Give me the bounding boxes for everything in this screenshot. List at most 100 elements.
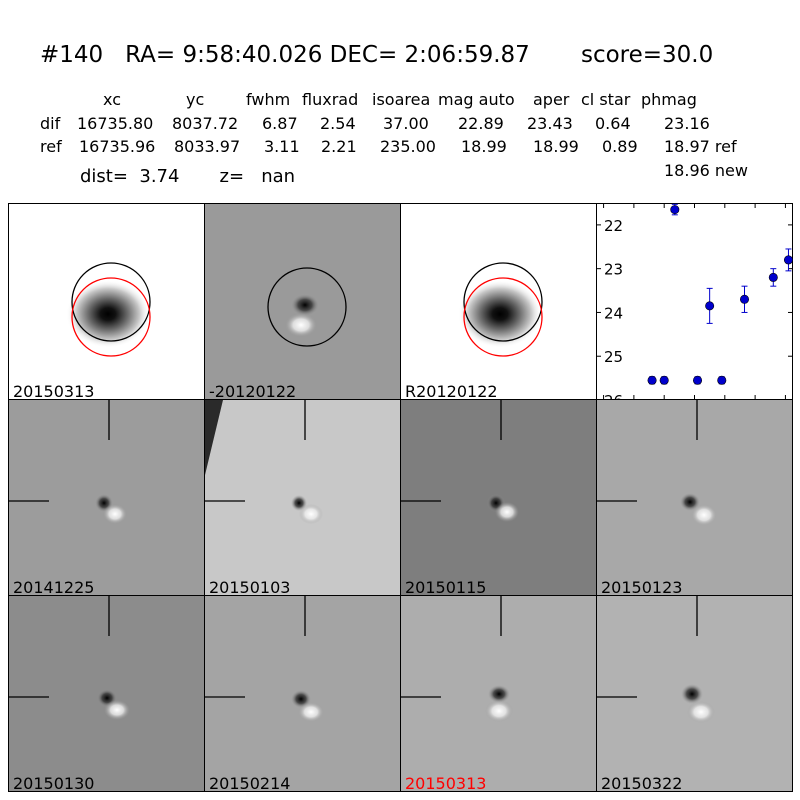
stamp-svg — [205, 596, 400, 791]
y-tick-label: 25 — [604, 348, 623, 366]
stamp-svg — [597, 400, 792, 595]
data-point — [783, 255, 793, 265]
stamp-svg — [9, 596, 204, 791]
ref-yc: 8033.97 — [174, 137, 241, 156]
ref-xc: 16735.96 — [79, 137, 156, 156]
col-header-yc: yc — [186, 90, 205, 109]
candidate-title: #140 RA= 9:58:40.026 DEC= 2:06:59.87 sco… — [40, 42, 714, 68]
star-blob — [66, 280, 150, 348]
col-header-fwhm: fwhm — [246, 90, 291, 109]
aperture-circle-black — [267, 267, 347, 347]
dif-row-label: dif — [40, 114, 61, 133]
dipole-positive — [485, 700, 513, 722]
dif-mag-auto: 22.89 — [458, 114, 504, 133]
stamp-panel: 20150103 — [204, 399, 401, 596]
col-header-fluxrad: fluxrad — [302, 90, 359, 109]
y-tick-label: 24 — [604, 304, 623, 322]
dif-isoarea: 37.00 — [383, 114, 429, 133]
ref-aper: 18.99 — [533, 137, 579, 156]
panel-label: R20120122 — [405, 382, 498, 400]
col-header-cl-star: cl star — [581, 90, 631, 109]
image-panel-new: 20150313 — [8, 203, 205, 400]
aperture-circle-black — [71, 262, 151, 342]
data-point — [740, 294, 750, 304]
col-header-aper: aper — [533, 90, 570, 109]
stamp-date: 20150322 — [601, 774, 683, 792]
data-point — [693, 375, 703, 385]
ref-cl-star: 0.89 — [602, 137, 638, 156]
dipole-positive — [104, 700, 130, 720]
diff-image-svg — [267, 267, 347, 347]
panel-label: 20150313 — [13, 382, 95, 400]
stamp-date: 20150115 — [405, 578, 487, 596]
stamp-svg — [9, 400, 204, 595]
dipole-positive — [298, 702, 324, 722]
aperture-circle-red — [71, 277, 151, 357]
stamp-svg — [205, 400, 400, 595]
image-panel-ref: R20120122 — [400, 203, 597, 400]
dif-fwhm: 6.87 — [262, 114, 298, 133]
ref-fluxrad: 2.21 — [321, 137, 357, 156]
col-header-mag-auto: mag auto — [438, 90, 515, 109]
dipole-positive — [687, 701, 715, 723]
dif-phmag: 23.16 — [664, 114, 710, 133]
dif-aper: 23.43 — [527, 114, 573, 133]
stamp-date: 20150214 — [209, 774, 291, 792]
dif-xc: 16735.80 — [77, 114, 154, 133]
dif-fluxrad: 2.54 — [320, 114, 356, 133]
col-header-isoarea: isoarea — [372, 90, 431, 109]
ref-mag-auto: 18.99 — [461, 137, 507, 156]
stamp-svg — [401, 400, 596, 595]
image-panel-diff: -20120122 — [204, 203, 401, 400]
stamp-panel: 20150130 — [8, 595, 205, 792]
stamp-date: 20150130 — [13, 774, 95, 792]
ref-row-label: ref — [40, 137, 62, 156]
new-mag: 18.96 new — [664, 161, 748, 180]
ref-image-svg — [458, 262, 543, 357]
dipole-positive — [691, 504, 717, 526]
col-header-phmag: phmag — [641, 90, 697, 109]
stamp-panel: 20150313 — [400, 595, 597, 792]
ref-isoarea: 235.00 — [380, 137, 436, 156]
dark-streak — [205, 400, 223, 475]
dipole-negative — [680, 493, 700, 511]
stamp-date: 20150103 — [209, 578, 291, 596]
stamp-date: 20141225 — [13, 578, 95, 596]
stamp-panel: 20150123 — [596, 399, 793, 596]
aperture-circle-red — [463, 277, 543, 357]
aperture-circle-black — [463, 262, 543, 342]
col-header-xc: xc — [103, 90, 121, 109]
ref-fwhm: 3.11 — [264, 137, 300, 156]
stamp-panel: 20141225 — [8, 399, 205, 596]
y-tick-label: 23 — [604, 261, 623, 279]
stamp-date: 20150313 — [405, 774, 487, 792]
plot-frame — [596, 203, 793, 400]
ref-phmag: 18.97 ref — [664, 137, 737, 156]
dipole-negative — [681, 684, 703, 704]
stamp-date: 20150123 — [601, 578, 683, 596]
dipole-positive — [285, 313, 317, 337]
dipole-negative — [291, 294, 319, 316]
data-point — [717, 375, 727, 385]
dif-cl-star: 0.64 — [595, 114, 631, 133]
stamp-panel: 20150214 — [204, 595, 401, 792]
dipole-positive — [103, 504, 127, 524]
stamp-svg — [597, 596, 792, 791]
stamp-panel: 20150115 — [400, 399, 597, 596]
data-point — [659, 375, 669, 385]
dipole-positive — [495, 502, 519, 522]
dif-yc: 8037.72 — [172, 114, 239, 133]
data-point — [647, 375, 657, 385]
stamp-panel: 20150322 — [596, 595, 793, 792]
panel-label: -20120122 — [209, 382, 297, 400]
y-tick-label: 22 — [604, 217, 623, 235]
dipole-negative — [488, 685, 510, 703]
stamp-svg — [401, 596, 596, 791]
dipole-positive — [299, 504, 323, 524]
data-point — [670, 205, 680, 215]
star-blob — [458, 280, 542, 348]
data-point — [705, 301, 715, 311]
dist-line: dist= 3.74 z= nan — [80, 166, 296, 187]
new-image-svg — [66, 262, 151, 357]
data-point — [768, 272, 778, 282]
